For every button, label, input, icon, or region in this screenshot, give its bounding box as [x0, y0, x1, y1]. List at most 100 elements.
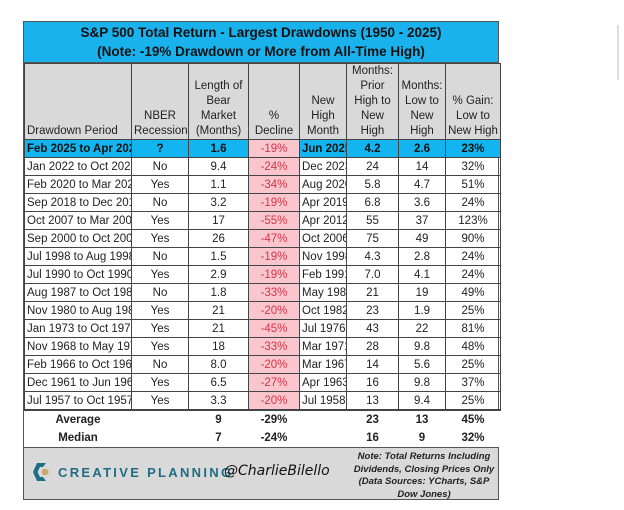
scrollbar[interactable] — [617, 25, 619, 80]
summary-cell — [299, 409, 347, 429]
table-row: Feb 2025 to Apr 2025? 1.6 -19% Jun 2025 4.2 2… — [24, 139, 501, 158]
table-cell: -19% — [248, 193, 300, 212]
table-cell: -19% — [248, 139, 300, 158]
title-line-2: (Note: -19% Drawdown or More from All-Ti… — [97, 44, 425, 59]
table-cell: 8.0 — [188, 355, 249, 374]
table-cell: 43 — [346, 319, 399, 338]
table-cell: 28 — [346, 337, 399, 356]
table-row: Oct 2007 to Mar 2009 Yes 17 -55% Apr 2012 55 3… — [24, 211, 501, 230]
table-cell: -33% — [248, 337, 300, 356]
column-header: Months: Low to New High — [398, 63, 446, 140]
table-row: Nov 1968 to May 1970 Yes 18 -33% Mar 1971 28 9… — [24, 337, 501, 356]
table-row: Jul 1990 to Oct 1990 Yes 2.9 -19% Feb 1991 7.… — [24, 265, 501, 284]
column-header: Drawdown Period — [24, 63, 132, 140]
table-cell: 19 — [398, 283, 446, 302]
table-row: Sep 2018 to Dec 2018 No 3.2 -19% Apr 2019 6.8… — [24, 193, 501, 212]
table-row: Jan 1973 to Oct 1974 Yes 21 -45% Jul 1976 43 2… — [24, 319, 501, 338]
table-cell: 24% — [445, 265, 501, 284]
table-cell: Jul 1976 — [299, 319, 347, 338]
summary-cell: -24% — [248, 429, 300, 447]
summary-cell: 23 — [346, 409, 399, 429]
column-header: NBER Recession? — [131, 63, 189, 140]
table-cell: Jul 1957 to Oct 1957 — [24, 391, 132, 411]
table-cell: Sep 2000 to Oct 2002 — [24, 229, 132, 248]
table-cell: Feb 2025 to Apr 2025 — [24, 139, 132, 158]
table-cell: 6.8 — [346, 193, 399, 212]
table-cell: -20% — [248, 301, 300, 320]
table-cell: Jun 2025 — [299, 139, 347, 158]
table-cell: Feb 1991 — [299, 265, 347, 284]
column-header: % Gain: Low to New High — [445, 63, 501, 140]
column-header: % Decline — [248, 63, 300, 140]
table-cell: 22 — [398, 319, 446, 338]
summary-cell: -29% — [248, 409, 300, 429]
table-cell: Yes — [131, 229, 189, 248]
table-cell: 1.6 — [188, 139, 249, 158]
summary-cell: 16 — [346, 429, 399, 447]
table-cell: No — [131, 355, 189, 374]
table-cell: 1.8 — [188, 283, 249, 302]
drawdown-table: Drawdown Period NBER Recession? Length of … — [24, 63, 501, 447]
table-cell: Sep 2018 to Dec 2018 — [24, 193, 132, 212]
table-cell: 1.1 — [188, 175, 249, 194]
table-cell: 6.5 — [188, 373, 249, 392]
summary-cell: 45% — [445, 409, 501, 429]
table-cell: -47% — [248, 229, 300, 248]
table-cell: -55% — [248, 211, 300, 230]
table-cell: Jul 1990 to Oct 1990 — [24, 265, 132, 284]
table-cell: -33% — [248, 283, 300, 302]
table-cell: 2.6 — [398, 139, 446, 158]
logo-text: CREATIVE PLANNING — [58, 464, 234, 480]
table-cell: Yes — [131, 337, 189, 356]
table-row: Nov 1980 to Aug 1982 Yes 21 -20% Oct 1982 23 1… — [24, 301, 501, 320]
summary-row: Median 7 -24% 16 9 32% — [24, 429, 501, 447]
table-cell: No — [131, 193, 189, 212]
table-cell: Jan 1973 to Oct 1974 — [24, 319, 132, 338]
summary-cell — [131, 409, 189, 429]
summary-cell: 13 — [398, 409, 446, 429]
table-cell: 25% — [445, 391, 501, 411]
table-cell: Oct 2006 — [299, 229, 347, 248]
source-note: Note: Total Returns Including Dividends,… — [353, 451, 495, 500]
table-cell: -34% — [248, 175, 300, 194]
table-cell: 5.6 — [398, 355, 446, 374]
summary-cell: 9 — [188, 409, 249, 429]
summary-cell: 32% — [445, 429, 501, 447]
table-cell: 49% — [445, 283, 501, 302]
table-cell: 17 — [188, 211, 249, 230]
table-cell: 2.8 — [398, 247, 446, 266]
table-cell: Yes — [131, 301, 189, 320]
table-cell: -27% — [248, 373, 300, 392]
table-cell: No — [131, 157, 189, 176]
table-cell: 51% — [445, 175, 501, 194]
table-cell: May 1989 — [299, 283, 347, 302]
column-header: Length of Bear Market (Months) — [188, 63, 249, 140]
table-cell: -24% — [248, 157, 300, 176]
creative-planning-logo: CREATIVE PLANNING — [32, 460, 233, 484]
table-cell: Dec 2023 — [299, 157, 347, 176]
creative-planning-logo-icon — [33, 463, 49, 481]
table-cell: Aug 1987 to Oct 1987 — [24, 283, 132, 302]
table-cell: -20% — [248, 355, 300, 374]
table-cell: 23% — [445, 139, 501, 158]
table-cell: 3.3 — [188, 391, 249, 411]
table-cell: 3.6 — [398, 193, 446, 212]
footer: CREATIVE PLANNING @CharlieBilello Note: … — [24, 447, 498, 500]
table-cell: -19% — [248, 247, 300, 266]
table-cell: No — [131, 247, 189, 266]
table-cell: Yes — [131, 211, 189, 230]
table-cell: 26 — [188, 229, 249, 248]
summary-cell: Average — [24, 409, 132, 429]
table-cell: -19% — [248, 265, 300, 284]
table-cell: 3.2 — [188, 193, 249, 212]
table-cell: 2.9 — [188, 265, 249, 284]
table-cell: Yes — [131, 373, 189, 392]
table-cell: 21 — [188, 319, 249, 338]
table-cell: 24% — [445, 247, 501, 266]
table-cell: Oct 1982 — [299, 301, 347, 320]
table-cell: 14 — [346, 355, 399, 374]
table-cell: 4.3 — [346, 247, 399, 266]
table-cell: 9.8 — [398, 337, 446, 356]
table-cell: -20% — [248, 391, 300, 411]
